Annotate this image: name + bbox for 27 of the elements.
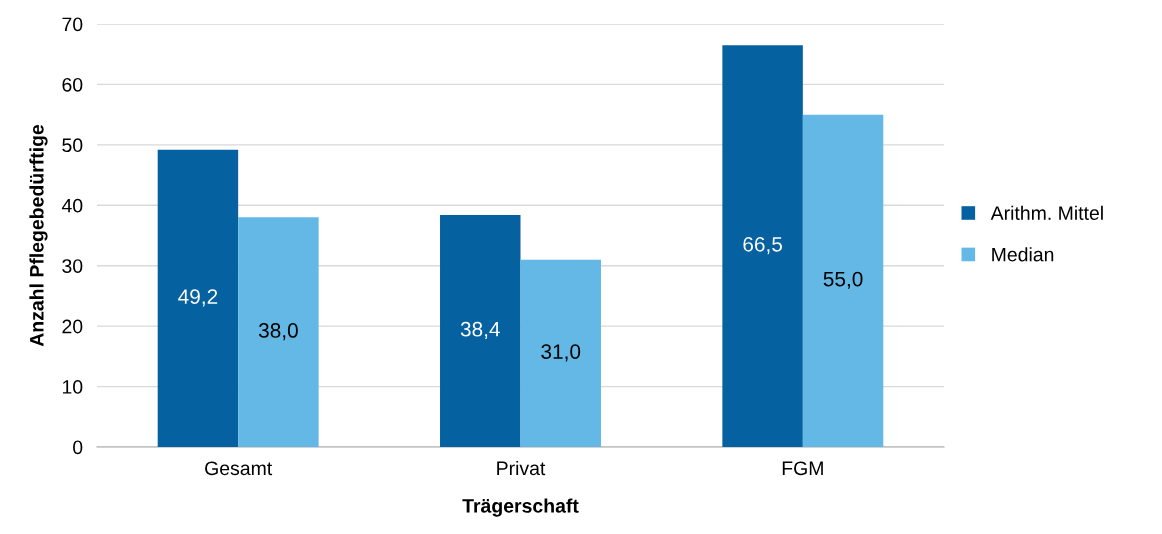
y-tick-label: 30 <box>62 259 83 273</box>
y-axis-title: Anzahl Pflegebedürftige <box>29 124 48 347</box>
bar <box>802 114 884 447</box>
y-tick-label: 70 <box>62 17 83 32</box>
data-label: 55,0 <box>823 271 863 289</box>
bar <box>722 45 803 447</box>
x-axis-title: Trägerschaft <box>462 498 579 517</box>
data-label: 49,2 <box>178 289 218 307</box>
data-label: 66,5 <box>743 236 782 255</box>
x-tick-label: Privat <box>497 460 546 476</box>
legend-label: Arithm. Mittel <box>990 205 1103 220</box>
y-tick-label: 20 <box>62 319 83 334</box>
data-label: 38,0 <box>258 323 298 341</box>
y-tick-label: 40 <box>61 198 83 213</box>
y-tick-label: 10 <box>62 380 83 394</box>
y-tick-label: 60 <box>62 77 83 92</box>
bar <box>440 214 521 447</box>
bar <box>520 259 601 447</box>
data-label: 38,4 <box>460 321 500 340</box>
legend-label: Median <box>992 247 1054 262</box>
data-label: 31,0 <box>541 344 581 362</box>
x-tick-label: Gesamt <box>205 461 273 476</box>
y-tick-label: 50 <box>62 138 83 153</box>
x-tick-label: FGM <box>782 461 823 476</box>
bar <box>238 217 319 447</box>
bar <box>157 149 239 447</box>
y-tick-label: 0 <box>73 440 83 455</box>
